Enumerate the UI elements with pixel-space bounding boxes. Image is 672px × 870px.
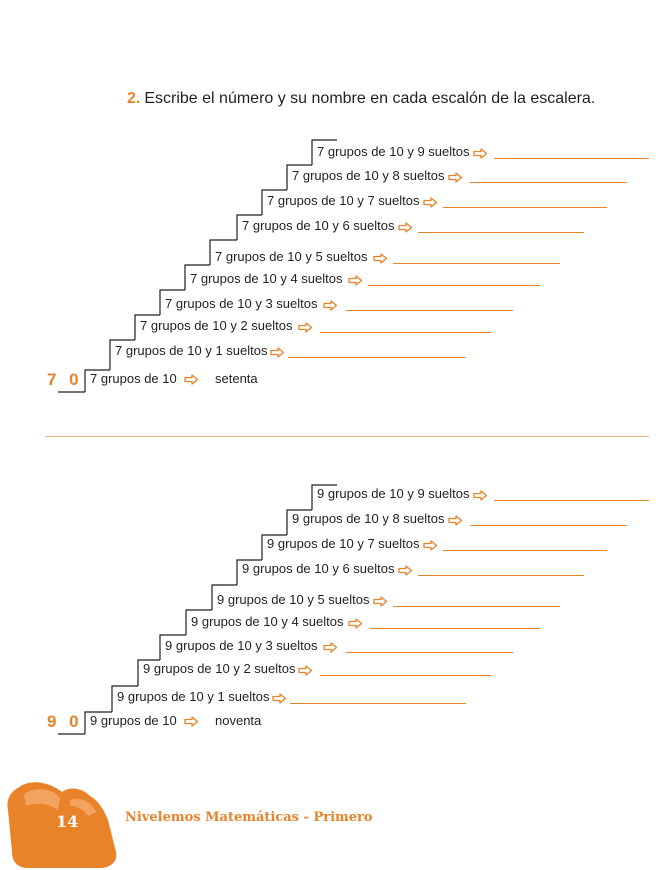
arrow-right-icon xyxy=(448,515,463,526)
page-tab-shape xyxy=(7,782,117,868)
answer-blank-line[interactable] xyxy=(443,207,607,208)
arrow-right-icon xyxy=(473,148,488,159)
staircase-outline xyxy=(58,139,337,393)
start-word: setenta xyxy=(215,371,258,386)
start-arrow-icon xyxy=(184,374,199,385)
answer-blank-line[interactable] xyxy=(470,182,627,183)
arrow-right-icon xyxy=(373,253,388,264)
exercise-instruction: 2. Escribe el número y su nombre en cada … xyxy=(127,90,595,108)
step-label: 7 grupos de 10 y 6 sueltos xyxy=(242,218,395,233)
answer-blank-line[interactable] xyxy=(494,158,649,159)
step-label: 7 grupos de 10 y 1 sueltos xyxy=(115,343,268,358)
answer-blank-line[interactable] xyxy=(393,263,560,264)
arrow-right-icon xyxy=(298,322,313,333)
answer-blank-line[interactable] xyxy=(346,310,513,311)
step-label: 9 grupos de 10 y 5 sueltos xyxy=(217,592,370,607)
exercise-number: 2. xyxy=(127,90,141,107)
arrow-right-icon xyxy=(398,222,413,233)
arrow-right-icon xyxy=(323,300,338,311)
arrow-right-icon xyxy=(348,618,363,629)
start-arrow-icon xyxy=(184,716,199,727)
step-label: 9 grupos de 10 y 9 sueltos xyxy=(317,486,470,501)
answer-blank-line[interactable] xyxy=(393,606,560,607)
arrow-right-icon xyxy=(448,172,463,183)
answer-blank-line[interactable] xyxy=(290,703,466,704)
step-label: 7 grupos de 10 y 4 sueltos xyxy=(190,271,343,286)
arrow-right-icon xyxy=(398,565,413,576)
page-number: 14 xyxy=(56,812,79,831)
answer-blank-line[interactable] xyxy=(368,285,540,286)
answer-blank-line[interactable] xyxy=(494,500,649,501)
step-label: 7 grupos de 10 y 5 sueltos xyxy=(215,249,368,264)
arrow-right-icon xyxy=(272,693,287,704)
answer-blank-line[interactable] xyxy=(370,628,540,629)
step-label: 9 grupos de 10 y 4 sueltos xyxy=(191,614,344,629)
step-label: 9 grupos de 10 y 2 sueltos xyxy=(143,661,296,676)
answer-blank-line[interactable] xyxy=(418,575,584,576)
answer-blank-line[interactable] xyxy=(288,357,466,358)
step-label: 7 grupos de 10 y 2 sueltos xyxy=(140,318,293,333)
step-label: 7 grupos de 10 y 3 sueltos xyxy=(165,296,318,311)
step-label: 9 grupos de 10 y 7 sueltos xyxy=(267,536,420,551)
arrow-right-icon xyxy=(423,197,438,208)
answer-blank-line[interactable] xyxy=(346,652,513,653)
book-title: Nivelemos Matemáticas - Primero xyxy=(125,810,373,825)
step-label: 9 grupos de 10 y 8 sueltos xyxy=(292,511,445,526)
arrow-right-icon xyxy=(323,642,338,653)
answer-blank-line[interactable] xyxy=(470,525,627,526)
arrow-right-icon xyxy=(298,665,313,676)
arrow-right-icon xyxy=(348,275,363,286)
section-divider xyxy=(45,436,649,437)
exercise-text: Escribe el número y su nombre en cada es… xyxy=(144,90,596,107)
arrow-right-icon xyxy=(473,490,488,501)
start-label: 7 grupos de 10 xyxy=(90,371,177,386)
step-label: 9 grupos de 10 y 3 sueltos xyxy=(165,638,318,653)
step-label: 7 grupos de 10 y 8 sueltos xyxy=(292,168,445,183)
start-number: 7 0 xyxy=(47,370,83,389)
answer-blank-line[interactable] xyxy=(320,332,491,333)
step-label: 7 grupos de 10 y 7 sueltos xyxy=(267,193,420,208)
step-label: 9 grupos de 10 y 6 sueltos xyxy=(242,561,395,576)
arrow-right-icon xyxy=(270,347,285,358)
start-label: 9 grupos de 10 xyxy=(90,713,177,728)
answer-blank-line[interactable] xyxy=(320,675,491,676)
start-number: 9 0 xyxy=(47,712,83,731)
arrow-right-icon xyxy=(373,596,388,607)
staircase-outline xyxy=(58,484,337,735)
arrow-right-icon xyxy=(423,540,438,551)
start-word: noventa xyxy=(215,713,262,728)
answer-blank-line[interactable] xyxy=(443,550,607,551)
step-label: 7 grupos de 10 y 9 sueltos xyxy=(317,144,470,159)
step-label: 9 grupos de 10 y 1 sueltos xyxy=(117,689,270,704)
answer-blank-line[interactable] xyxy=(418,232,584,233)
